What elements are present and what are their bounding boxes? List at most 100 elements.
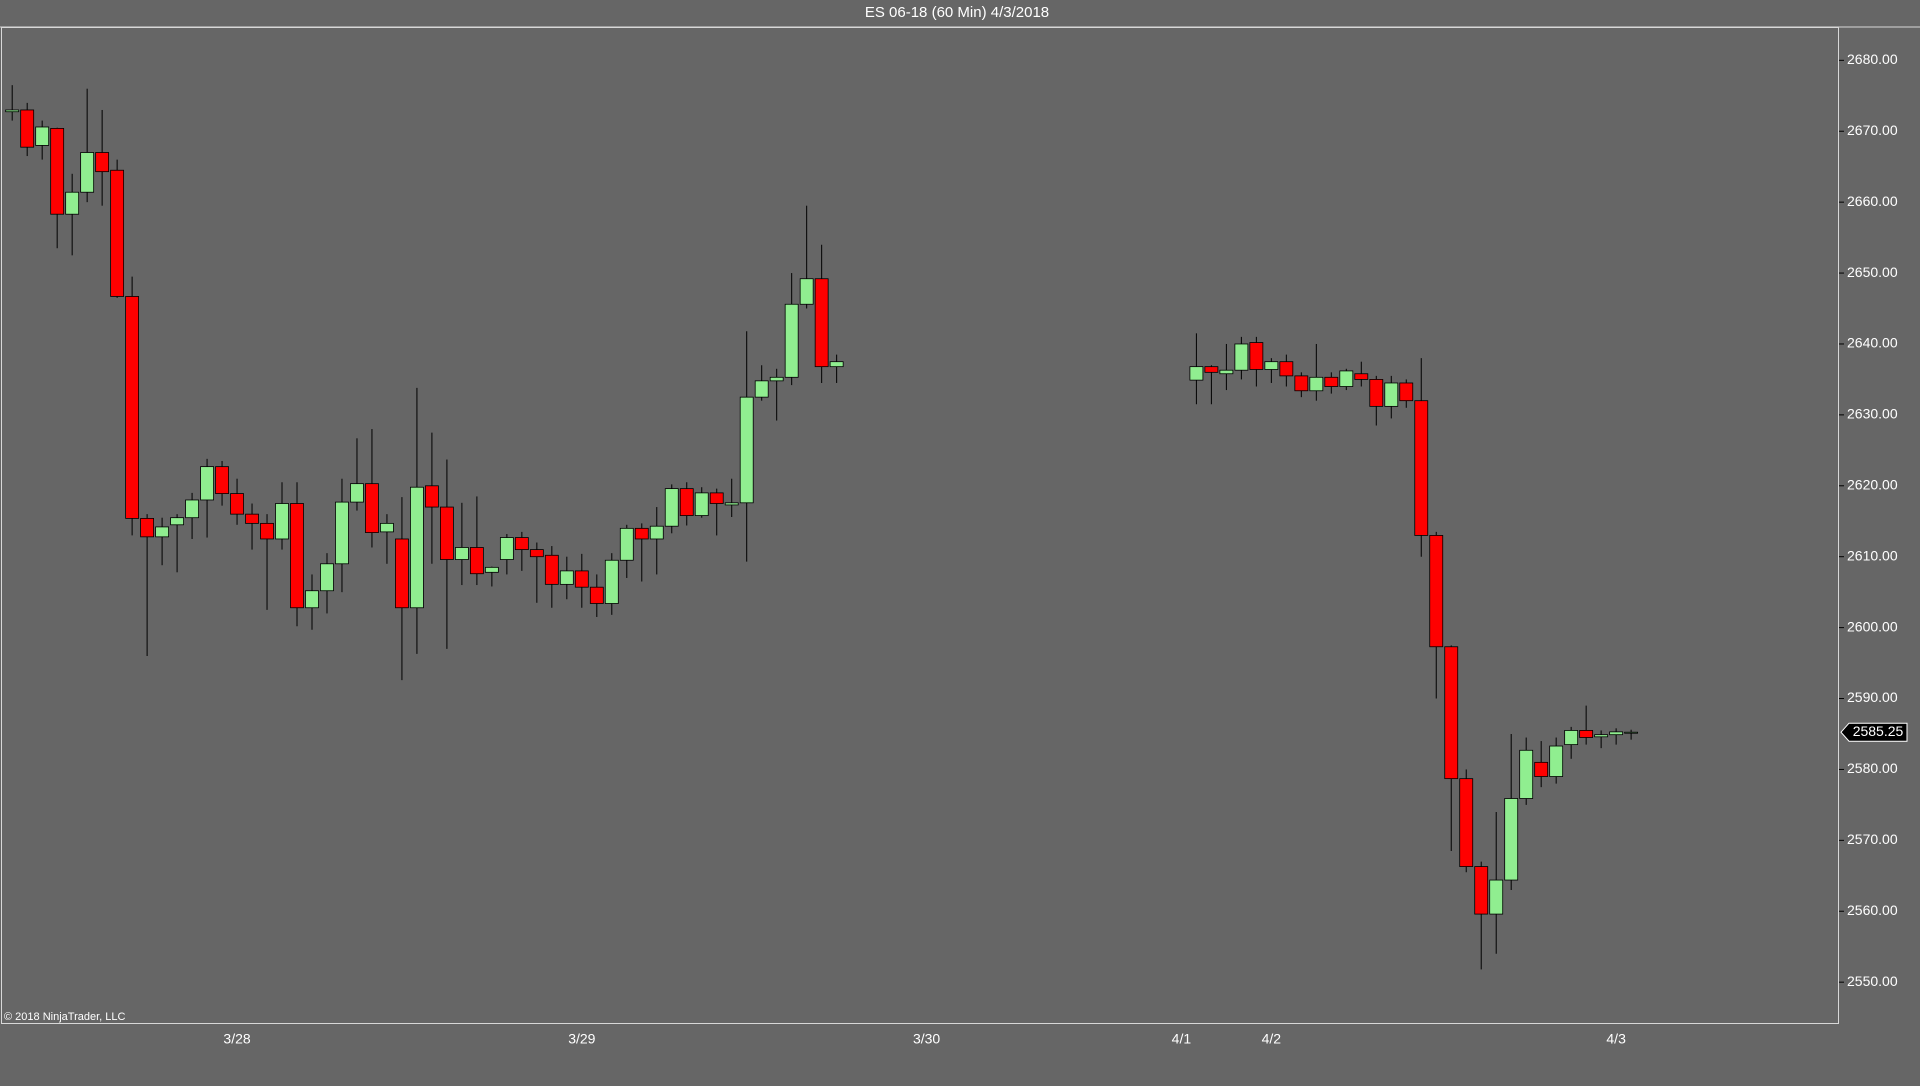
candle-body xyxy=(499,537,514,560)
candle-body xyxy=(290,503,304,609)
candle-body xyxy=(335,501,349,565)
copyright: © 2018 NinjaTrader, LLC xyxy=(4,1011,125,1023)
y-tick-label: 2650.00 xyxy=(1847,264,1898,280)
candle-body xyxy=(544,554,559,585)
candle-body xyxy=(559,570,574,585)
x-tick-label: 3/29 xyxy=(568,1031,595,1047)
candle-body xyxy=(649,525,664,540)
y-tick-label: 2600.00 xyxy=(1847,618,1898,634)
candle-body xyxy=(275,503,289,540)
candle-body xyxy=(754,380,769,398)
chart-title: ES 06-18 (60 Min) 4/3/2018 xyxy=(865,4,1049,21)
candle-body xyxy=(1324,376,1339,387)
candle-body xyxy=(529,549,544,558)
candle-body xyxy=(1219,369,1234,375)
candle-body xyxy=(1579,730,1594,738)
candles xyxy=(5,85,1639,970)
candle-body xyxy=(1609,731,1624,736)
candle-body xyxy=(1354,373,1369,380)
candle-body xyxy=(215,466,229,494)
candle-body xyxy=(484,566,499,573)
candle-body xyxy=(245,513,259,524)
candle-body xyxy=(410,486,424,609)
candle-body xyxy=(395,538,409,609)
candle-body xyxy=(35,126,50,146)
candle-body xyxy=(1519,749,1534,799)
candle-body xyxy=(80,152,95,193)
candle-body xyxy=(799,278,814,305)
candle-body xyxy=(679,488,694,516)
candle-body xyxy=(1459,778,1474,867)
plot-border xyxy=(1,27,1839,1024)
y-tick-label: 2640.00 xyxy=(1847,335,1898,351)
candle-body xyxy=(50,128,65,215)
candle-body xyxy=(1444,646,1459,780)
x-tick-label: 3/30 xyxy=(913,1031,940,1047)
candle-body xyxy=(1309,376,1324,392)
y-tick-label: 2570.00 xyxy=(1847,831,1898,847)
candle-body xyxy=(350,483,364,503)
y-tick-label: 2580.00 xyxy=(1847,760,1898,776)
candle-body xyxy=(1564,730,1579,746)
candle-body xyxy=(589,586,604,604)
candle-body xyxy=(1384,382,1399,407)
candle-body xyxy=(814,278,829,368)
candle-body xyxy=(634,527,649,540)
y-tick-label: 2670.00 xyxy=(1847,122,1898,138)
candle-body xyxy=(604,559,619,604)
x-tick-label: 4/3 xyxy=(1606,1031,1626,1047)
y-tick-label: 2660.00 xyxy=(1847,193,1898,209)
candle-body xyxy=(110,169,125,297)
y-tick-label: 2560.00 xyxy=(1847,902,1898,918)
y-tick-label: 2620.00 xyxy=(1847,476,1898,492)
candle-body xyxy=(1234,343,1249,371)
y-tick-label: 2590.00 xyxy=(1847,689,1898,705)
candle-body xyxy=(694,492,709,516)
candle-body xyxy=(469,547,484,575)
candle-body xyxy=(514,537,529,551)
candle-body xyxy=(1189,366,1204,381)
candle-body xyxy=(1294,375,1309,392)
last-price-box xyxy=(1840,722,1908,742)
candle-body xyxy=(1369,379,1384,407)
candle-body xyxy=(365,483,379,533)
candle-body xyxy=(664,488,679,527)
candle-body xyxy=(1534,761,1549,777)
candle-body xyxy=(320,563,334,592)
candle-body xyxy=(140,518,155,538)
candle-body xyxy=(155,526,169,538)
candle-body xyxy=(829,361,844,368)
y-tick-label: 2630.00 xyxy=(1847,406,1898,422)
candle-body xyxy=(260,522,274,540)
candle-body xyxy=(1264,361,1279,370)
y-tick-label: 2680.00 xyxy=(1847,51,1898,67)
candle-body xyxy=(739,396,754,504)
candle-body xyxy=(1594,734,1609,738)
candle-body xyxy=(1474,866,1489,915)
candle-body xyxy=(454,547,469,560)
candle-body xyxy=(65,191,80,215)
candle-body xyxy=(1249,342,1264,370)
candle-body xyxy=(1399,382,1414,402)
y-tick-label: 2610.00 xyxy=(1847,547,1898,563)
x-tick-label: 4/1 xyxy=(1172,1031,1192,1047)
candle-body xyxy=(125,296,140,519)
candle-body xyxy=(1489,879,1504,915)
candle-body xyxy=(1414,400,1429,536)
candle-body xyxy=(784,303,799,378)
candle-body xyxy=(20,109,35,148)
candle-body xyxy=(574,570,589,588)
candle-body xyxy=(1429,535,1444,648)
candle-body xyxy=(769,376,784,382)
candle-body xyxy=(95,152,110,173)
candle-body xyxy=(5,109,20,113)
candle-body xyxy=(305,590,319,609)
x-tick-label: 4/2 xyxy=(1262,1031,1282,1047)
candle-body xyxy=(170,517,184,526)
candle-body xyxy=(230,493,244,515)
candle-body xyxy=(185,499,199,519)
candle-body xyxy=(1204,366,1219,373)
